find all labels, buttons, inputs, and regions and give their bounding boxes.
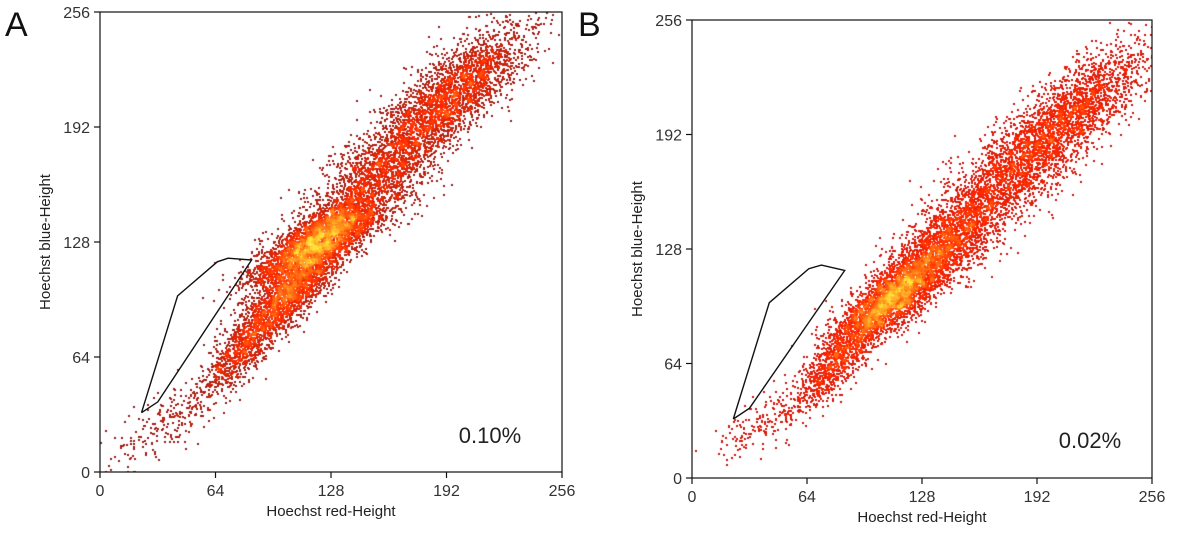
x-axis-label: Hoechst red-Height [857,509,987,526]
x-tick-label: 0 [688,489,697,506]
y-axis-label: Hoechst blue-Height [629,180,646,317]
gate-percentage: 0.10% [459,423,521,448]
density-scatter [100,12,562,472]
y-tick-label: 0 [81,465,90,482]
x-tick-label: 256 [549,483,576,500]
gate-polygon [732,264,846,420]
gate-percentage: 0.02% [1059,428,1121,453]
y-tick-label: 192 [63,120,90,137]
gate-polygon [140,257,253,414]
panel-a: A 0 64 128 192 256 0 64 128 192 256 Hoechst red-Hei… [5,5,575,520]
y-tick-label: 192 [655,128,682,145]
panel-letter: A [5,6,28,44]
density-scatter [692,20,1152,478]
y-tick-label: 256 [655,13,682,30]
y-tick-label: 128 [655,242,682,259]
y-tick-label: 0 [673,471,682,488]
panel-letter: B [578,6,601,44]
x-tick-label: 192 [433,483,460,500]
x-tick-label: 192 [1024,489,1051,506]
y-tick-label: 128 [63,235,90,252]
x-axis-label: Hoechst red-Height [266,503,396,520]
y-tick-label: 64 [72,350,90,367]
x-tick-label: 128 [318,483,345,500]
x-tick-label: 64 [207,483,225,500]
y-tick-label: 256 [63,5,90,22]
x-tick-label: 64 [798,489,816,506]
x-tick-label: 0 [96,483,105,500]
y-axis-label: Hoechst blue-Height [37,173,54,310]
panel-b: B 0 64 128 192 256 0 64 128 192 256 Hoechst red-Hei… [578,6,1165,526]
x-tick-label: 256 [1139,489,1166,506]
y-tick-label: 64 [664,357,682,374]
x-tick-label: 128 [909,489,936,506]
